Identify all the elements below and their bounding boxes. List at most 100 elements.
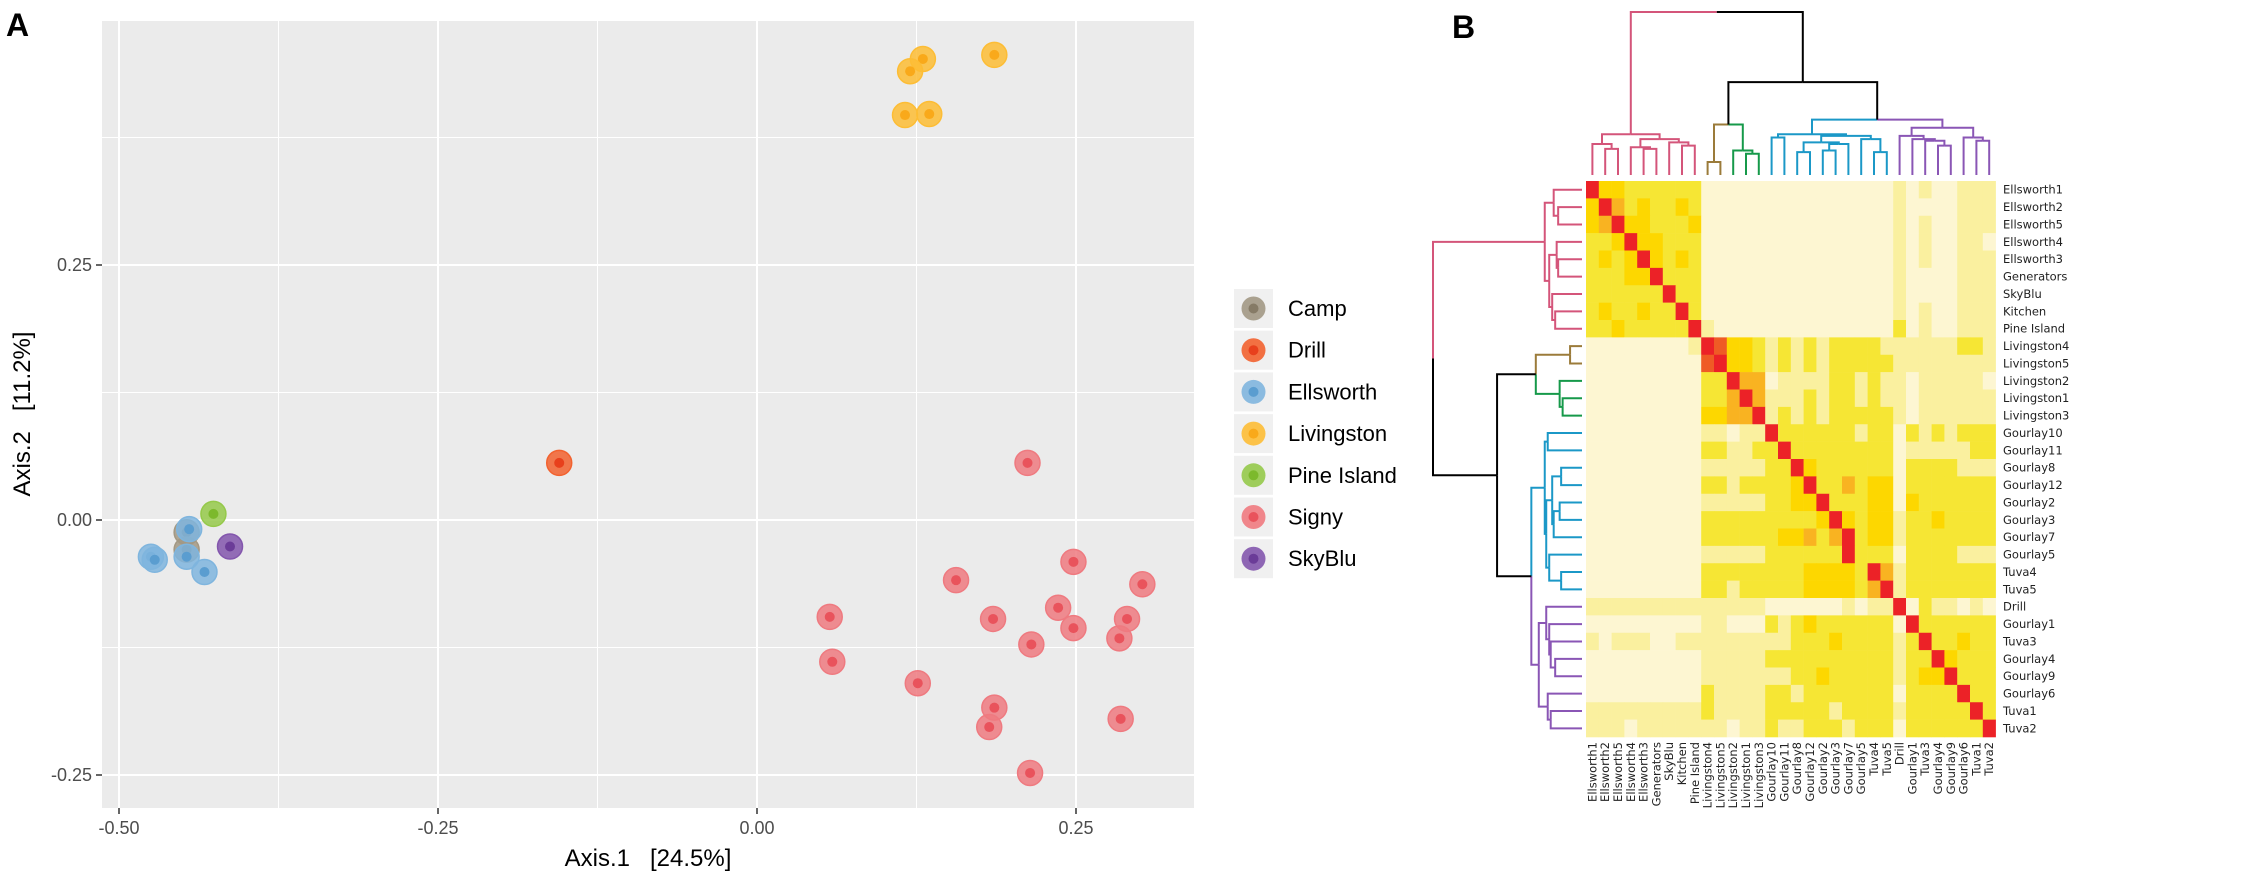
heatmap-cell <box>1867 684 1881 703</box>
legend-item-drill: Drill <box>1234 330 1326 370</box>
heatmap-cell <box>1854 459 1868 477</box>
heatmap-cell <box>1931 285 1945 303</box>
heatmap-cell <box>1637 615 1651 634</box>
heatmap-cell <box>1752 285 1766 303</box>
heatmap-cell <box>1931 233 1945 251</box>
column-label: Kitchen <box>1675 742 1689 785</box>
heatmap-cell <box>1726 320 1740 338</box>
heatmap-cell <box>1688 389 1702 408</box>
heatmap-cell <box>1906 615 1920 634</box>
heatmap-cell <box>1893 580 1907 599</box>
heatmap-cell <box>1688 441 1702 460</box>
dendrogram-branch <box>1543 241 1550 282</box>
heatmap-cell <box>1970 719 1984 738</box>
heatmap-cell <box>1918 493 1932 512</box>
heatmap-cell <box>1611 198 1625 217</box>
row-label: SkyBlu <box>2003 287 2042 301</box>
heatmap-cell <box>1688 267 1702 286</box>
heatmap-cell <box>1586 632 1600 651</box>
heatmap-cell <box>1957 719 1971 738</box>
heatmap-cell <box>1701 667 1715 686</box>
heatmap-cell <box>1790 563 1804 581</box>
dendrogram-branch <box>1962 136 1974 175</box>
heatmap-cell <box>1598 354 1612 373</box>
heatmap-cell <box>1982 667 1996 686</box>
heatmap-cell <box>1957 320 1971 338</box>
heatmap-cell <box>1854 667 1868 686</box>
heatmap-cell <box>1829 476 1843 495</box>
heatmap-cell <box>1829 615 1843 634</box>
heatmap-cell <box>1701 441 1715 460</box>
heatmap-cell <box>1803 215 1817 234</box>
heatmap-cell <box>1726 250 1740 269</box>
heatmap-cell <box>1778 667 1792 686</box>
heatmap-cell <box>1662 719 1676 738</box>
row-label: Livingston5 <box>2003 356 2069 370</box>
heatmap-cell <box>1880 233 1894 251</box>
heatmap-cell <box>1624 302 1638 321</box>
heatmap-cell <box>1624 424 1638 442</box>
dendrogram-branch <box>1732 149 1743 175</box>
heatmap-cell <box>1688 528 1702 547</box>
heatmap-cell <box>1854 250 1868 269</box>
heatmap-cell <box>1624 198 1638 217</box>
heatmap-cell <box>1790 580 1804 599</box>
heatmap-cell <box>1816 267 1830 286</box>
dendrogram-branch <box>1942 126 1975 138</box>
heatmap-cell <box>1906 563 1920 581</box>
dendrogram-branch <box>1560 580 1582 591</box>
heatmap-cell <box>1970 702 1984 720</box>
heatmap-cell <box>1624 615 1638 634</box>
heatmap-cell <box>1650 650 1664 668</box>
heatmap-cell <box>1944 493 1958 512</box>
dendrogram-branch <box>1554 320 1582 330</box>
heatmap-cell <box>1675 545 1689 564</box>
dendrogram-branch <box>1742 149 1754 154</box>
heatmap-cell <box>1829 215 1843 234</box>
column-label: Tuva5 <box>1880 742 1894 777</box>
heatmap-cell <box>1893 493 1907 512</box>
heatmap-cell <box>1944 320 1958 338</box>
heatmap-cell <box>1842 719 1856 738</box>
heatmap-cell <box>1803 181 1817 199</box>
heatmap-cell <box>1637 493 1651 512</box>
point-ellsworth <box>141 546 168 574</box>
heatmap-cell <box>1778 580 1792 599</box>
heatmap-cell <box>1765 320 1779 338</box>
heatmap-cell <box>1842 320 1856 338</box>
heatmap-cell <box>1586 476 1600 495</box>
heatmap-cell <box>1586 250 1600 269</box>
heatmap-cell <box>1688 667 1702 686</box>
heatmap-cell <box>1726 650 1740 668</box>
heatmap-cell <box>1586 650 1600 668</box>
heatmap-cell <box>1829 372 1843 390</box>
heatmap-cell <box>1662 406 1676 425</box>
heatmap-cell <box>1650 667 1664 686</box>
dendrogram-branch <box>1602 143 1613 149</box>
heatmap-cell <box>1739 459 1753 477</box>
heatmap-cell <box>1765 389 1779 408</box>
heatmap-cell <box>1944 441 1958 460</box>
dendrogram-branch <box>1558 379 1582 394</box>
heatmap-cell <box>1688 580 1702 599</box>
heatmap-cell <box>1970 250 1984 269</box>
heatmap-cell <box>1688 459 1702 477</box>
heatmap-cell <box>1854 181 1868 199</box>
heatmap-cell <box>1880 337 1894 356</box>
heatmap-cell <box>1829 719 1843 738</box>
column-label: Livingston5 <box>1713 742 1727 808</box>
heatmap-cell <box>1650 441 1664 460</box>
heatmap-cell <box>1867 337 1881 356</box>
heatmap-cell <box>1586 337 1600 356</box>
heatmap-cell <box>1918 719 1932 738</box>
heatmap-cell <box>1701 459 1715 477</box>
heatmap-cell <box>1803 563 1817 581</box>
heatmap-cell <box>1803 267 1817 286</box>
dendrogram-branch <box>1745 152 1753 175</box>
heatmap-cell <box>1880 493 1894 512</box>
heatmap-cell <box>1714 215 1728 234</box>
heatmap-cell <box>1842 580 1856 599</box>
heatmap-cell <box>1944 267 1958 286</box>
heatmap-cell <box>1842 372 1856 390</box>
heatmap-cell <box>1854 302 1868 321</box>
